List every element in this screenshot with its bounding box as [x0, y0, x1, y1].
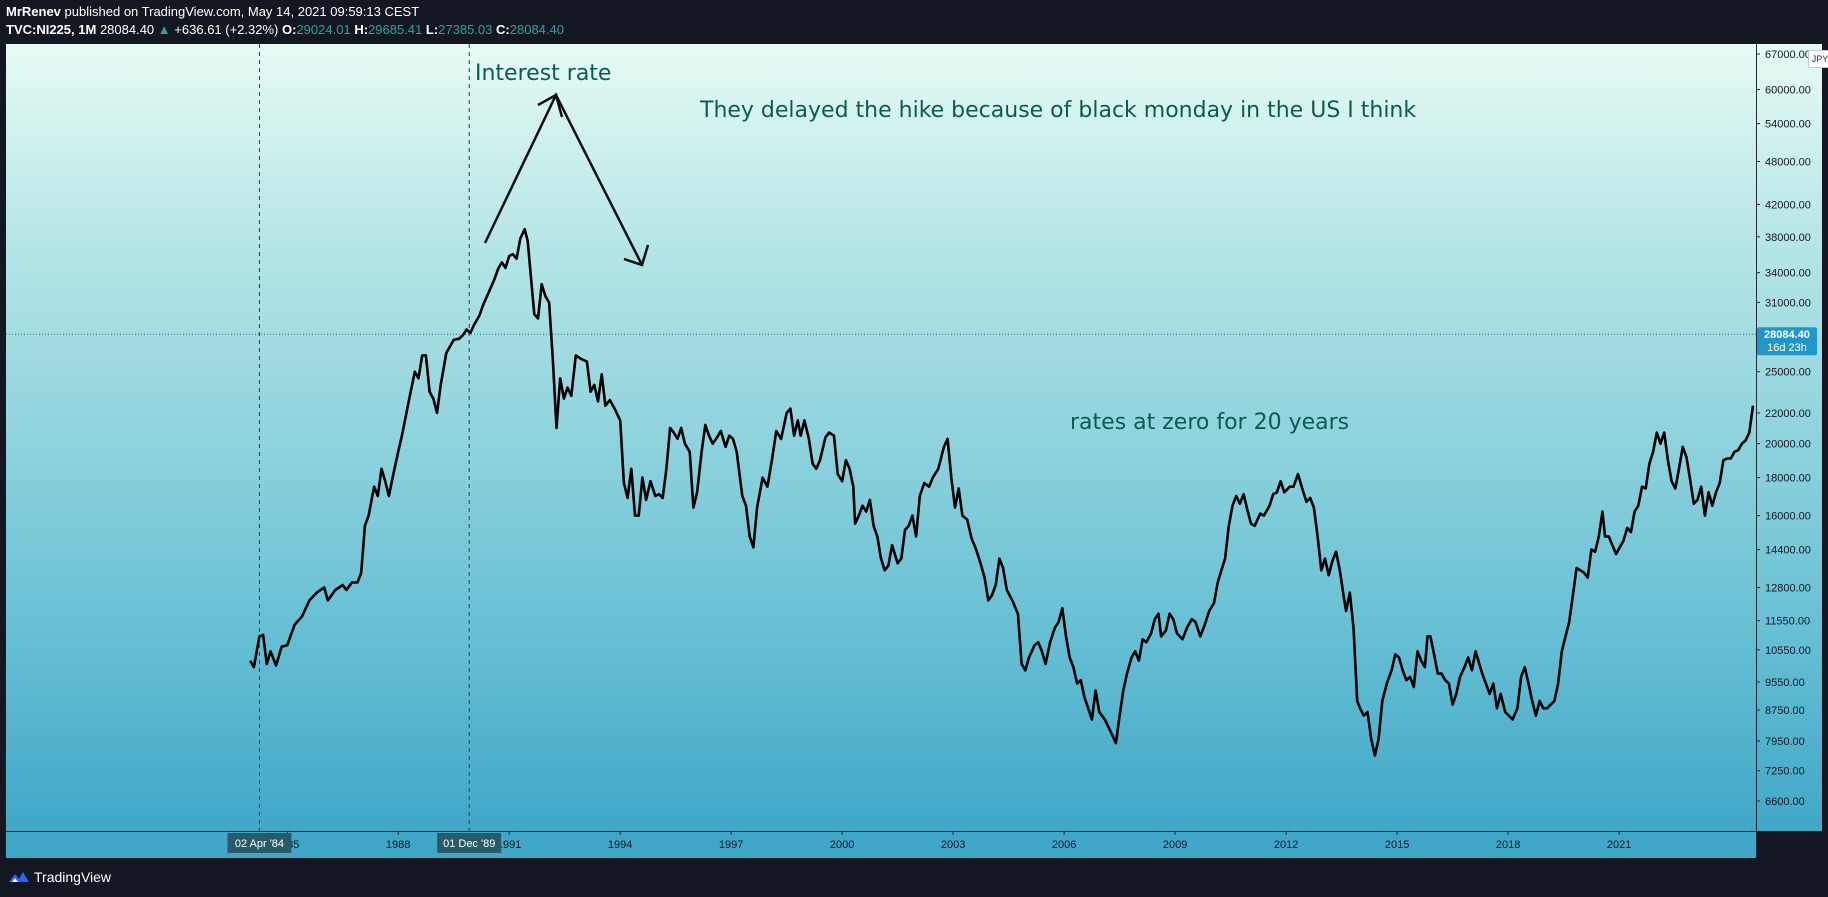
x-tick-label: 2012: [1274, 839, 1298, 851]
y-tick-label: 7950.00: [1765, 736, 1805, 748]
y-tick-label: 20000.00: [1765, 439, 1811, 451]
crosshair-layer: [6, 44, 1756, 831]
x-tick-label: 2003: [941, 839, 965, 851]
y-tick-label: 48000.00: [1765, 156, 1811, 168]
publish-info: MrRenev published on TradingView.com, Ma…: [6, 4, 419, 19]
tradingview-logo-icon[interactable]: [8, 866, 30, 888]
x-tick-label: 1988: [386, 839, 410, 851]
currency-badge[interactable]: JPY: [1808, 50, 1828, 68]
open-label: O:: [282, 22, 297, 37]
symbol-info: TVC:NI225, 1M 28084.40 ▲ +636.61 (+2.32%…: [6, 22, 564, 37]
close-value: 28084.40: [509, 22, 564, 37]
price-change: +636.61 (+2.32%): [174, 22, 279, 37]
crosshair-date-box: [437, 833, 502, 853]
y-tick-label: 42000.00: [1765, 200, 1811, 212]
high-value: 29685.41: [368, 22, 423, 37]
y-tick-label: 12800.00: [1765, 583, 1811, 595]
close-label: C:: [496, 22, 510, 37]
y-tick-label: 60000.00: [1765, 85, 1811, 97]
time-axis[interactable]: [6, 832, 1757, 858]
price-series-line: [249, 227, 1755, 757]
annotation-arrow-head-top: [537, 93, 564, 118]
y-tick-label: 18000.00: [1765, 473, 1811, 485]
crosshair-date-label: 01 Dec '89: [443, 838, 495, 850]
x-ticks: 1985198819911994199720002003200620092012…: [275, 831, 1631, 851]
high-label: H:: [354, 22, 369, 37]
header-bar: MrRenev published on TradingView.com, Ma…: [0, 0, 1828, 44]
crosshair-date-label: 02 Apr '84: [235, 838, 284, 850]
annotation-text: Interest rate: [475, 61, 611, 86]
y-tick-label: 25000.00: [1765, 367, 1811, 379]
open-value: 29024.01: [296, 22, 351, 37]
price-axis-divider: [1756, 44, 1757, 858]
y-tick-label: 10550.00: [1765, 645, 1811, 657]
y-tick-label: 8750.00: [1765, 705, 1805, 717]
chart-pane[interactable]: [6, 44, 1757, 832]
y-tick-label: 34000.00: [1765, 268, 1811, 280]
price-axis[interactable]: [1757, 44, 1822, 832]
annotation-text: They delayed the hike because of black m…: [699, 98, 1416, 123]
low-label: L:: [425, 22, 439, 37]
y-tick-label: 6600.00: [1765, 796, 1805, 808]
low-value: 27385.03: [438, 22, 493, 37]
author-name[interactable]: MrRenev: [6, 4, 61, 19]
publish-text: published on TradingView.com, May 14, 20…: [64, 4, 420, 19]
series-layer: [249, 227, 1755, 757]
tradingview-brand[interactable]: TradingView: [34, 869, 112, 885]
y-tick-label: 9550.00: [1765, 677, 1805, 689]
x-tick-label: 1991: [497, 839, 521, 851]
annotations: Interest rate They delayed the hike becau…: [475, 61, 1416, 435]
y-tick-label: 67000.00: [1765, 49, 1811, 61]
change-arrow-icon: ▲: [157, 22, 171, 37]
annotation-arrow: [483, 92, 644, 266]
symbol-name[interactable]: TVC:NI225, 1M: [6, 22, 97, 37]
annotation-text: rates at zero for 20 years: [1070, 410, 1349, 435]
y-ticks: 67000.00 60000.00 54000.00 48000.00 42000.00…: [1756, 49, 1811, 808]
y-tick-label: 31000.00: [1765, 297, 1811, 309]
x-tick-label: 2000: [830, 839, 854, 851]
x-tick-label: 2018: [1496, 839, 1520, 851]
last-price-box: [1757, 327, 1817, 356]
crosshair-date-box: [227, 833, 292, 853]
time-axis-divider: [6, 831, 1822, 832]
annotation-arrow-head-bottom: [623, 244, 650, 267]
right-edge: [1822, 44, 1828, 858]
last-price-label: 28084.40: [1764, 329, 1810, 341]
x-tick-label: 2021: [1607, 839, 1631, 851]
y-tick-label: 7250.00: [1765, 766, 1805, 778]
x-tick-label: 1997: [719, 839, 743, 851]
y-tick-label: 38000.00: [1765, 232, 1811, 244]
y-tick-label: 22000.00: [1765, 408, 1811, 420]
footer-bar: TradingView: [0, 858, 1828, 897]
y-tick-label: 16000.00: [1765, 511, 1811, 523]
x-tick-label: 1994: [608, 839, 632, 851]
y-tick-label: 14400.00: [1765, 545, 1811, 557]
x-tick-label: 2015: [1385, 839, 1409, 851]
y-tick-label: 11550.00: [1765, 616, 1810, 628]
last-price: 28084.40: [99, 22, 155, 37]
x-tick-label: 2006: [1052, 839, 1076, 851]
x-tick-label: 2009: [1163, 839, 1187, 851]
y-tick-label: 54000.00: [1765, 119, 1811, 131]
countdown-label: 16d 23h: [1767, 342, 1807, 354]
